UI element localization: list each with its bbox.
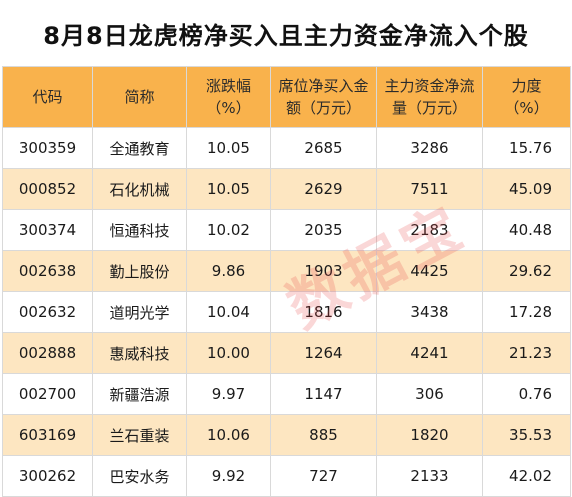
cell-code: 000852 xyxy=(2,168,93,210)
cell-force: 17.28 xyxy=(482,291,571,333)
header-main-flow: 主力资金净流 量（万元） xyxy=(376,66,483,128)
cell-force: 35.53 xyxy=(482,414,571,456)
cell-change: 9.97 xyxy=(186,373,271,415)
cell-main-flow: 4241 xyxy=(376,332,483,374)
table-row: 002632 道明光学 10.04 1816 3438 17.28 xyxy=(2,291,571,333)
header-code: 代码 xyxy=(2,66,93,128)
cell-seat-net-buy: 2685 xyxy=(270,127,377,169)
cell-main-flow: 2183 xyxy=(376,209,483,251)
cell-code: 300374 xyxy=(2,209,93,251)
cell-seat-net-buy: 2035 xyxy=(270,209,377,251)
cell-name: 新疆浩源 xyxy=(92,373,187,415)
cell-force: 45.09 xyxy=(482,168,571,210)
cell-main-flow: 3438 xyxy=(376,291,483,333)
cell-name: 惠威科技 xyxy=(92,332,187,374)
cell-seat-net-buy: 1147 xyxy=(270,373,377,415)
cell-seat-net-buy: 885 xyxy=(270,414,377,456)
cell-force: 15.76 xyxy=(482,127,571,169)
table-row: 002700 新疆浩源 9.97 1147 306 0.76 xyxy=(2,373,571,415)
cell-seat-net-buy: 1816 xyxy=(270,291,377,333)
cell-main-flow: 3286 xyxy=(376,127,483,169)
cell-change: 10.02 xyxy=(186,209,271,251)
table-row: 300374 恒通科技 10.02 2035 2183 40.48 xyxy=(2,209,571,251)
cell-name: 巴安水务 xyxy=(92,455,187,497)
stock-table: 代码 简称 涨跌幅 （%） 席位净买入金 额（万元） 主力资金净流 量（万元） 力度（… xyxy=(2,66,571,497)
table-row: 300359 全通教育 10.05 2685 3286 15.76 xyxy=(2,127,571,169)
header-change: 涨跌幅 （%） xyxy=(186,66,271,128)
cell-name: 石化机械 xyxy=(92,168,187,210)
cell-seat-net-buy: 1903 xyxy=(270,250,377,292)
cell-change: 9.92 xyxy=(186,455,271,497)
table-header: 代码 简称 涨跌幅 （%） 席位净买入金 额（万元） 主力资金净流 量（万元） 力度（… xyxy=(2,66,571,128)
cell-code: 300262 xyxy=(2,455,93,497)
cell-code: 002700 xyxy=(2,373,93,415)
cell-name: 全通教育 xyxy=(92,127,187,169)
cell-seat-net-buy: 2629 xyxy=(270,168,377,210)
cell-force: 42.02 xyxy=(482,455,571,497)
cell-main-flow: 1820 xyxy=(376,414,483,456)
cell-seat-net-buy: 1264 xyxy=(270,332,377,374)
cell-seat-net-buy: 727 xyxy=(270,455,377,497)
header-seat-net-buy: 席位净买入金 额（万元） xyxy=(270,66,377,128)
table-body: 300359 全通教育 10.05 2685 3286 15.76 000852 石化机械 10… xyxy=(2,127,571,497)
cell-code: 002638 xyxy=(2,250,93,292)
table-row: 300262 巴安水务 9.92 727 2133 42.02 xyxy=(2,455,571,497)
table-row: 000852 石化机械 10.05 2629 7511 45.09 xyxy=(2,168,571,210)
cell-change: 10.05 xyxy=(186,168,271,210)
cell-force: 21.23 xyxy=(482,332,571,374)
cell-name: 恒通科技 xyxy=(92,209,187,251)
table-row: 002888 惠威科技 10.00 1264 4241 21.23 xyxy=(2,332,571,374)
cell-change: 10.04 xyxy=(186,291,271,333)
cell-force: 29.62 xyxy=(482,250,571,292)
cell-change: 10.06 xyxy=(186,414,271,456)
cell-code: 002632 xyxy=(2,291,93,333)
cell-name: 勤上股份 xyxy=(92,250,187,292)
cell-code: 300359 xyxy=(2,127,93,169)
cell-main-flow: 2133 xyxy=(376,455,483,497)
cell-force: 40.48 xyxy=(482,209,571,251)
header-force: 力度 （%） xyxy=(482,66,571,128)
table-row: 002638 勤上股份 9.86 1903 4425 29.62 xyxy=(2,250,571,292)
cell-main-flow: 7511 xyxy=(376,168,483,210)
table-row: 603169 兰石重装 10.06 885 1820 35.53 xyxy=(2,414,571,456)
cell-change: 10.05 xyxy=(186,127,271,169)
cell-change: 9.86 xyxy=(186,250,271,292)
cell-force: 0.76 xyxy=(482,373,571,415)
cell-code: 603169 xyxy=(2,414,93,456)
cell-name: 道明光学 xyxy=(92,291,187,333)
header-name: 简称 xyxy=(92,66,187,128)
cell-code: 002888 xyxy=(2,332,93,374)
cell-main-flow: 306 xyxy=(376,373,483,415)
page-title: 8月8日龙虎榜净买入且主力资金净流入个股 xyxy=(43,21,529,50)
cell-name: 兰石重装 xyxy=(92,414,187,456)
cell-main-flow: 4425 xyxy=(376,250,483,292)
cell-change: 10.00 xyxy=(186,332,271,374)
